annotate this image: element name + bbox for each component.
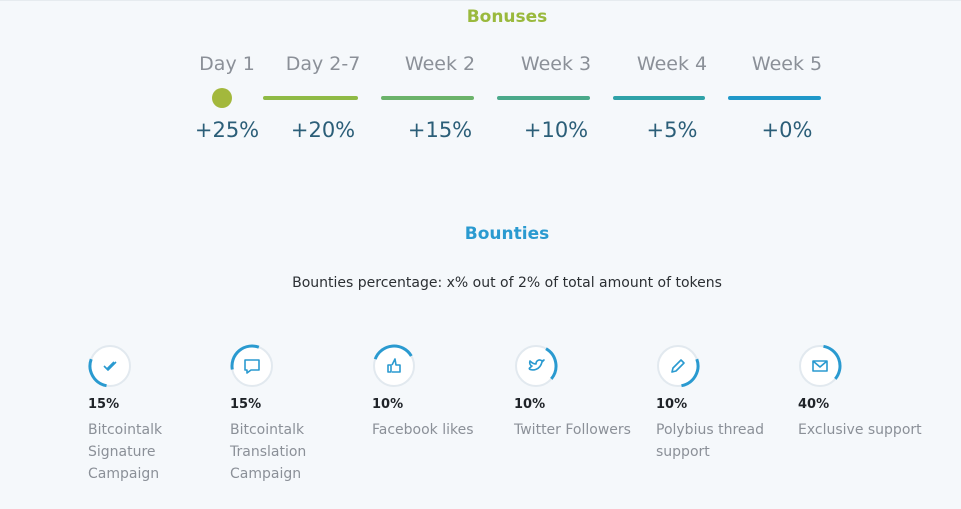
bounty-percent: 10%: [656, 397, 688, 412]
bounty-label: support: [656, 444, 710, 460]
bounty-icon: [373, 344, 415, 387]
period-label: Day 2-7: [285, 53, 361, 75]
bounties-subtitle: Bounties percentage: x% out of 2% of tot…: [292, 275, 722, 291]
bounty-label: Campaign: [88, 466, 160, 482]
bounty-percent: 10%: [372, 397, 404, 412]
bounty-icon: [657, 345, 700, 388]
bounty-percent: 10%: [514, 397, 546, 412]
timeline-bar: [613, 96, 705, 100]
bounty-label: Bitcointalk: [230, 422, 305, 438]
period-label: Week 4: [636, 53, 708, 75]
timeline-dot: [212, 88, 232, 108]
timeline-bar: [497, 96, 590, 100]
bounty-label: Translation: [230, 444, 307, 460]
period-label: Week 5: [751, 53, 823, 75]
bonus-value: +15%: [407, 118, 473, 142]
timeline-bar: [381, 96, 474, 100]
bonus-value: +20%: [290, 118, 356, 142]
bounty-percent: 15%: [230, 397, 262, 412]
bounty-percent: 15%: [88, 397, 120, 412]
bonuses-title: Bonuses: [466, 7, 548, 27]
bounties-title: Bounties: [464, 224, 550, 244]
bonus-value: +0%: [761, 118, 813, 142]
period-label: Day 1: [199, 53, 255, 75]
bonus-value: +10%: [523, 118, 589, 142]
bounty-icon: [88, 345, 131, 388]
bounty-label: Bitcointalk: [88, 422, 163, 438]
period-label: Week 2: [404, 53, 476, 75]
bonus-value: +25%: [194, 118, 260, 142]
bounty-label: Twitter Followers: [514, 422, 631, 438]
bounty-icon: [230, 344, 273, 387]
timeline-bar: [263, 96, 358, 100]
bounty-label: Facebook likes: [372, 422, 474, 438]
bounty-label: Campaign: [230, 466, 302, 482]
bounty-icon: [799, 344, 842, 387]
bounty-label: Exclusive support: [798, 422, 922, 438]
bounty-label: Signature: [88, 444, 156, 460]
bounty-icon: [515, 345, 558, 387]
timeline-bar: [728, 96, 821, 100]
period-label: Week 3: [520, 53, 592, 75]
bonus-value: +5%: [646, 118, 698, 142]
bounty-label: Polybius thread: [656, 422, 764, 438]
bounty-percent: 40%: [798, 397, 830, 412]
